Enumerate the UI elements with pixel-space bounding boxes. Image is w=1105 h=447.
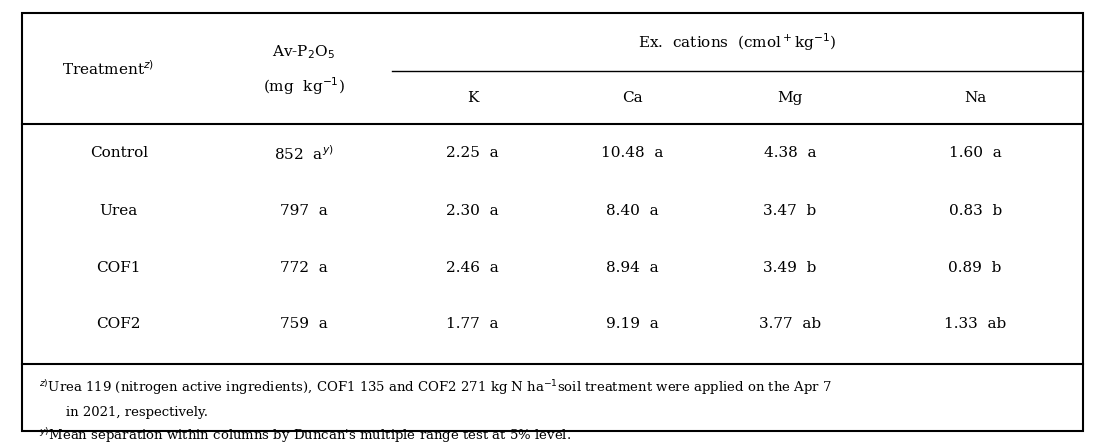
Text: 2.46  a: 2.46 a xyxy=(446,261,498,274)
Text: 3.47  b: 3.47 b xyxy=(764,204,817,218)
Text: 8.94  a: 8.94 a xyxy=(607,261,659,274)
Text: Mg: Mg xyxy=(778,91,802,105)
Text: COF1: COF1 xyxy=(96,261,141,274)
Text: 1.60  a: 1.60 a xyxy=(949,146,1001,160)
Text: 1.77  a: 1.77 a xyxy=(446,317,498,331)
Text: 0.83  b: 0.83 b xyxy=(948,204,1002,218)
Text: Av-P$_2$O$_5$: Av-P$_2$O$_5$ xyxy=(273,43,335,61)
Text: Ex.  cations  (cmol$^+$kg$^{-1}$): Ex. cations (cmol$^+$kg$^{-1}$) xyxy=(639,31,836,53)
Text: Treatment$^{z)}$: Treatment$^{z)}$ xyxy=(62,59,154,78)
Text: Ca: Ca xyxy=(622,91,643,105)
Text: 797  a: 797 a xyxy=(280,204,328,218)
Text: COF2: COF2 xyxy=(96,317,141,331)
Text: 4.38  a: 4.38 a xyxy=(764,146,817,160)
Text: K: K xyxy=(466,91,478,105)
Text: 8.40  a: 8.40 a xyxy=(607,204,659,218)
Text: 0.89  b: 0.89 b xyxy=(948,261,1002,274)
Text: 1.33  ab: 1.33 ab xyxy=(944,317,1007,331)
Text: 10.48  a: 10.48 a xyxy=(601,146,664,160)
Text: 2.30  a: 2.30 a xyxy=(446,204,498,218)
Text: 9.19  a: 9.19 a xyxy=(607,317,659,331)
Text: 3.77  ab: 3.77 ab xyxy=(759,317,821,331)
Text: Control: Control xyxy=(90,146,148,160)
Text: (mg  kg$^{-1}$): (mg kg$^{-1}$) xyxy=(263,75,345,97)
Text: Na: Na xyxy=(964,91,987,105)
Text: $^{z)}$Urea 119 (nitrogen active ingredients), COF1 135 and COF2 271 kg N ha$^{-: $^{z)}$Urea 119 (nitrogen active ingredi… xyxy=(39,379,832,397)
Text: in 2021, respectively.: in 2021, respectively. xyxy=(66,406,209,419)
Text: 852  a$^{y)}$: 852 a$^{y)}$ xyxy=(274,144,334,163)
Text: 772  a: 772 a xyxy=(280,261,328,274)
Text: 2.25  a: 2.25 a xyxy=(446,146,498,160)
Text: $^{y)}$Mean separation within columns by Duncan's multiple range test at 5% leve: $^{y)}$Mean separation within columns by… xyxy=(39,426,571,445)
Text: Urea: Urea xyxy=(99,204,138,218)
Text: 3.49  b: 3.49 b xyxy=(764,261,817,274)
Text: 759  a: 759 a xyxy=(280,317,328,331)
